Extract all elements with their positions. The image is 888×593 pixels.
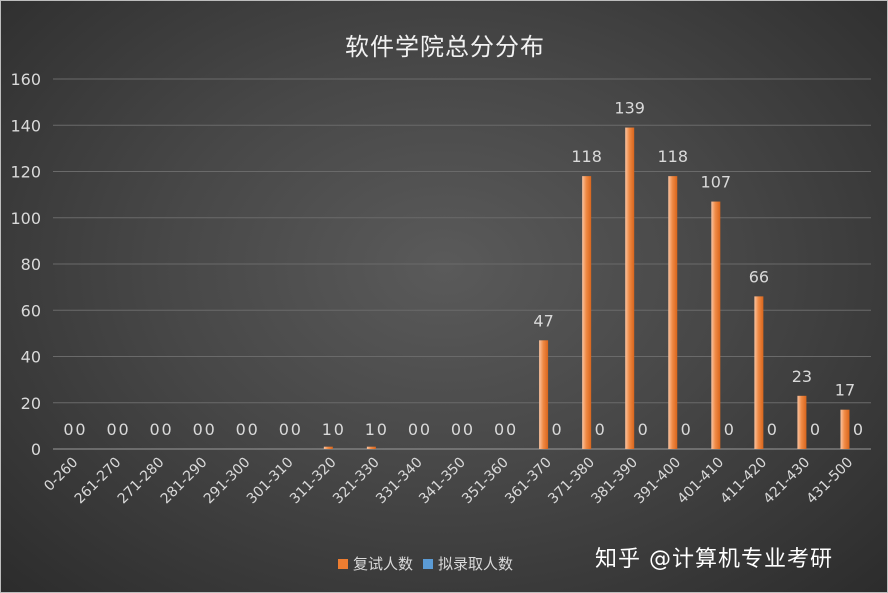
- data-label-admitted: 0: [291, 420, 301, 439]
- data-label-applicants: 1: [365, 420, 375, 439]
- data-label-admitted: 0: [463, 420, 473, 439]
- x-tick-label: 401-410: [674, 455, 727, 508]
- x-tick-label: 261-270: [72, 455, 125, 508]
- gridlines: [53, 78, 871, 450]
- data-label-applicants: 0: [236, 420, 246, 439]
- data-label-applicants: 0: [451, 420, 461, 439]
- bar-applicants-431-500: [840, 409, 850, 449]
- bar-applicants-371-380: [582, 176, 592, 449]
- data-label-admitted: 0: [75, 420, 85, 439]
- bars: [323, 127, 850, 449]
- data-label-admitted: 0: [377, 420, 387, 439]
- bar-applicants-381-390: [625, 127, 635, 449]
- y-tick-label: 100: [10, 209, 41, 228]
- x-tick-label: 331-340: [373, 455, 426, 508]
- chart-title: 软件学院总分分布: [345, 33, 545, 61]
- data-label-applicants: 107: [701, 173, 732, 192]
- y-tick-label: 140: [10, 116, 41, 135]
- data-label-applicants: 66: [749, 267, 769, 286]
- legend-swatch-orange: [338, 558, 348, 569]
- x-tick-label: 341-350: [416, 455, 469, 508]
- data-label-admitted: 0: [248, 420, 258, 439]
- data-label-applicants: 0: [494, 420, 504, 439]
- bar-applicants-391-400: [668, 176, 678, 449]
- x-tick-label: 271-280: [115, 455, 168, 508]
- x-tick-label: 411-420: [718, 455, 771, 508]
- legend-item-series-1: 复试人数: [338, 553, 413, 574]
- legend-item-series-2: 拟录取人数: [423, 553, 513, 574]
- bar-applicants-361-370: [539, 340, 549, 449]
- data-label-admitted: 0: [810, 420, 820, 439]
- x-tick-label: 301-310: [244, 455, 297, 508]
- legend-label: 复试人数: [353, 555, 414, 573]
- x-tick-label: 381-390: [588, 455, 641, 508]
- legend: 复试人数 拟录取人数: [338, 553, 513, 574]
- data-label-applicants: 0: [106, 420, 116, 439]
- data-label-applicants: 0: [63, 420, 73, 439]
- data-label-admitted: 0: [420, 420, 430, 439]
- data-label-admitted: 0: [724, 420, 734, 439]
- x-tick-label: 311-320: [287, 455, 340, 508]
- x-tick-label: 361-370: [502, 455, 555, 508]
- y-tick-label: 60: [21, 301, 41, 320]
- data-label-admitted: 0: [552, 420, 562, 439]
- y-tick-label: 0: [31, 440, 41, 459]
- x-tick-label: 431-500: [804, 455, 857, 508]
- x-tick-label: 0-260: [41, 455, 81, 495]
- data-label-applicants: 0: [150, 420, 160, 439]
- data-label-applicants: 118: [571, 147, 602, 166]
- y-tick-label: 160: [10, 70, 41, 89]
- data-label-applicants: 17: [835, 381, 855, 400]
- legend-swatch-blue: [423, 558, 434, 569]
- watermark-text: 知乎 @计算机专业考研: [595, 547, 833, 572]
- data-label-applicants: 118: [657, 147, 688, 166]
- data-label-admitted: 0: [638, 420, 648, 439]
- y-tick-label: 120: [10, 163, 41, 182]
- data-label-applicants: 23: [792, 367, 812, 386]
- data-label-admitted: 0: [118, 420, 128, 439]
- x-tick-label: 371-380: [545, 455, 598, 508]
- y-tick-label: 20: [21, 394, 41, 413]
- data-label-admitted: 0: [853, 420, 863, 439]
- legend-label: 拟录取人数: [438, 555, 514, 573]
- data-label-admitted: 0: [681, 420, 691, 439]
- data-label-admitted: 0: [162, 420, 172, 439]
- data-label-admitted: 0: [506, 420, 516, 439]
- bar-applicants-321-330: [366, 446, 376, 449]
- data-label-applicants: 0: [279, 420, 289, 439]
- data-label-applicants: 0: [193, 420, 203, 439]
- data-labels: 0 0 0 0 0 0 0 0 0 0 0 0 1 0 1 0 0 0 0 0 0 0470118013901180107…: [63, 99, 863, 439]
- data-label-applicants: 1: [322, 420, 332, 439]
- x-tick-label: 351-360: [459, 455, 512, 508]
- x-tick-label: 321-330: [330, 455, 383, 508]
- bar-applicants-421-430: [797, 395, 807, 449]
- x-tick-label: 391-400: [631, 455, 684, 508]
- x-tick-label: 291-300: [201, 455, 254, 508]
- data-label-admitted: 0: [767, 420, 777, 439]
- x-axis-ticks: 0-260261-270271-280281-290291-300301-310…: [41, 455, 856, 508]
- data-label-admitted: 0: [334, 420, 344, 439]
- data-label-admitted: 0: [595, 420, 605, 439]
- bar-applicants-401-410: [711, 201, 721, 449]
- bar-applicants-311-320: [323, 446, 333, 449]
- bar-applicants-411-420: [754, 296, 764, 449]
- data-label-applicants: 0: [408, 420, 418, 439]
- y-axis-ticks: 0 20 40 60 80 100 120 140 160: [10, 70, 41, 459]
- data-label-applicants: 47: [533, 311, 553, 330]
- y-tick-label: 40: [21, 348, 41, 367]
- data-label-applicants: 139: [614, 99, 645, 118]
- y-tick-label: 80: [21, 255, 41, 274]
- data-label-admitted: 0: [205, 420, 215, 439]
- x-tick-label: 421-430: [761, 455, 814, 508]
- x-tick-label: 281-290: [158, 455, 211, 508]
